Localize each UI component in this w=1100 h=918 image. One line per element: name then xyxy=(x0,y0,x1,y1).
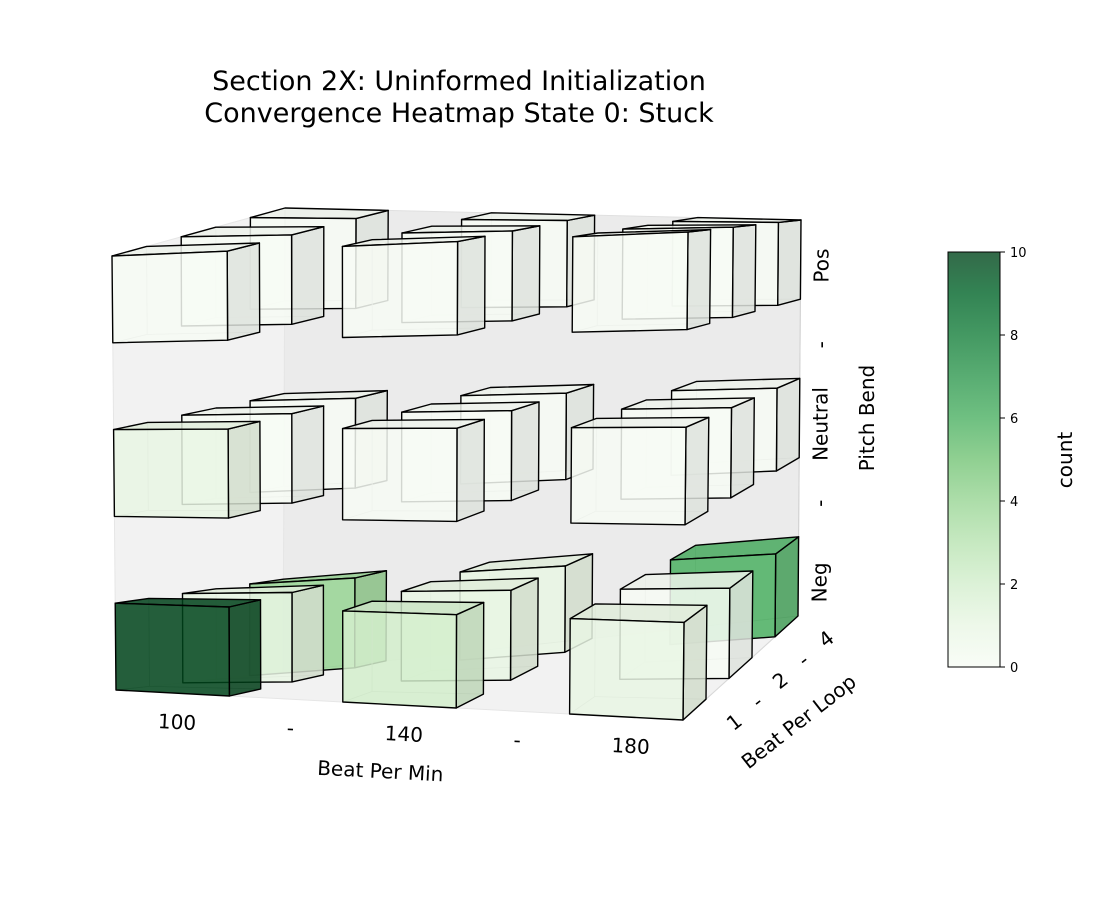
z-tick-label: Neg xyxy=(807,562,831,602)
x-tick-label: - xyxy=(513,728,521,752)
z-tick-label: Neutral xyxy=(809,387,833,461)
chart-title: Section 2X: Uninformed Initialization Co… xyxy=(0,66,918,130)
voxel-face-front xyxy=(114,602,231,697)
voxel-cube xyxy=(341,418,485,523)
voxel-face-front xyxy=(568,617,685,721)
voxel-face-front xyxy=(571,231,689,333)
colorbar-tick-label: 2 xyxy=(1010,578,1018,593)
colorbar-label: count xyxy=(1053,432,1077,489)
x-tick-label: 180 xyxy=(611,733,650,759)
z-tick-label: - xyxy=(809,341,833,348)
voxel-cube xyxy=(342,600,485,709)
voxel-face-front xyxy=(112,428,230,519)
voxel-face-front xyxy=(570,426,687,526)
colorbar-tick-label: 6 xyxy=(1010,412,1018,427)
chart-title-line-1: Section 2X: Uninformed Initialization xyxy=(212,66,706,97)
colorbar-tick-label: 4 xyxy=(1010,495,1018,510)
chart-title-line-2: Convergence Heatmap State 0: Stuck xyxy=(204,98,714,129)
z-tick-label: Pos xyxy=(810,249,834,283)
voxel-cube xyxy=(114,597,262,697)
voxel-face-front xyxy=(341,240,459,339)
voxel-cubes xyxy=(111,207,802,721)
z-axis-label: Pitch Bend xyxy=(855,365,879,471)
x-tick-label: 140 xyxy=(384,721,423,747)
voxel-face-front xyxy=(341,427,458,523)
colorbar-gradient xyxy=(947,251,1001,668)
voxel-cube xyxy=(570,416,710,526)
voxel-face-front xyxy=(342,610,458,709)
x-tick-label: 100 xyxy=(157,709,196,735)
z-tick-label: - xyxy=(808,500,832,507)
voxel-face-front xyxy=(111,250,229,344)
voxel-cube xyxy=(112,420,261,519)
colorbar-tick-label: 8 xyxy=(1010,329,1018,344)
voxel-cube xyxy=(571,228,712,333)
colorbar-tick-label: 0 xyxy=(1010,661,1018,676)
voxel-cube xyxy=(341,235,486,339)
x-tick-label: - xyxy=(286,716,294,740)
voxel-cube xyxy=(568,603,708,721)
colorbar-tick-label: 10 xyxy=(1010,246,1027,261)
voxel-cube xyxy=(111,242,261,344)
